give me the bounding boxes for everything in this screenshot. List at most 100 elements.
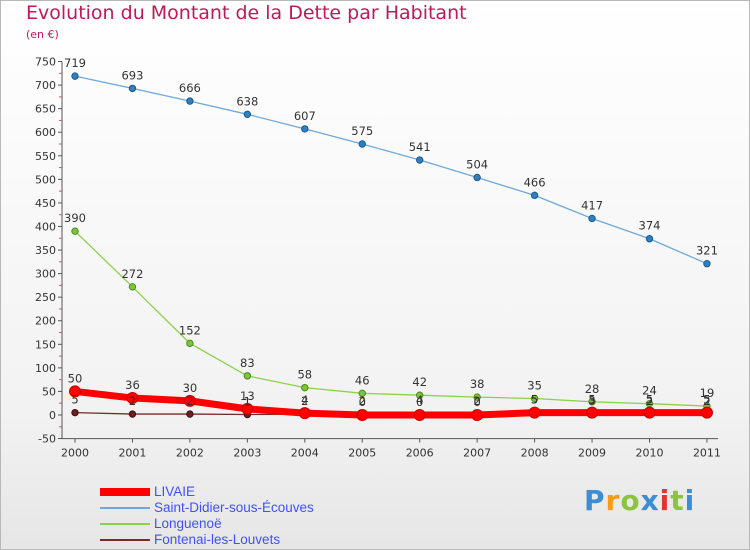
y-tick-label: 750 xyxy=(35,56,56,69)
y-tick-label: 550 xyxy=(35,150,56,163)
data-point xyxy=(128,410,137,418)
data-label: 13 xyxy=(240,389,255,403)
data-label: 2 xyxy=(186,394,193,408)
data-label: 693 xyxy=(121,68,143,82)
data-label: 30 xyxy=(183,381,198,395)
legend-item-livaie[interactable]: LIVAIE xyxy=(100,484,360,500)
data-label: 2 xyxy=(359,394,366,408)
data-point xyxy=(413,409,426,421)
data-label: 466 xyxy=(524,175,546,189)
legend-label-livaie: LIVAIE xyxy=(154,484,196,499)
data-point xyxy=(588,398,596,406)
data-point xyxy=(530,394,539,403)
data-label: 5 xyxy=(531,393,538,407)
legend-label-longuenoe: Longuenoë xyxy=(154,516,222,531)
data-point xyxy=(186,410,194,418)
data-label: 5 xyxy=(531,393,538,407)
y-tick-label: 200 xyxy=(35,315,56,328)
data-point xyxy=(358,389,366,398)
data-label: 390 xyxy=(64,211,86,225)
data-label: 719 xyxy=(64,56,86,70)
x-tick-label: 2010 xyxy=(636,447,664,460)
x-tick-label: 2001 xyxy=(118,447,146,460)
data-label: 2 xyxy=(301,394,308,408)
data-point xyxy=(71,72,79,80)
data-point xyxy=(126,392,139,405)
x-tick-label: 2000 xyxy=(61,447,89,460)
chart-title: Evolution du Montant de la Dette par Hab… xyxy=(26,2,467,24)
data-point xyxy=(128,283,137,291)
data-point xyxy=(301,383,309,392)
y-tick-label: 450 xyxy=(35,197,56,210)
data-point xyxy=(528,406,541,419)
data-label: 0 xyxy=(416,395,423,409)
x-tick-label: 2004 xyxy=(291,447,319,460)
legend-label-saint-didier: Saint-Didier-sous-Écouves xyxy=(154,500,314,515)
series-line xyxy=(71,387,711,419)
y-tick-label: 0 xyxy=(49,409,56,422)
logo-letter: i xyxy=(659,484,671,517)
data-label: 575 xyxy=(351,124,373,138)
data-label: 152 xyxy=(179,323,201,337)
x-tick-label: 2009 xyxy=(578,447,606,460)
data-point xyxy=(703,260,711,268)
data-label: 0 xyxy=(473,395,480,409)
y-tick-label: 500 xyxy=(35,173,56,186)
x-tick-label: 2006 xyxy=(406,447,434,460)
data-point xyxy=(358,140,366,148)
data-point xyxy=(298,407,311,420)
data-label: 4 xyxy=(416,393,423,407)
data-label: 2 xyxy=(473,394,480,408)
data-label: 374 xyxy=(639,219,661,233)
data-label: 272 xyxy=(121,267,143,281)
data-label: 607 xyxy=(294,109,316,123)
legend-swatch-livaie xyxy=(100,488,150,496)
y-tick-label: 700 xyxy=(35,79,56,92)
y-tick-label: 250 xyxy=(35,291,56,304)
data-label: 46 xyxy=(355,373,370,387)
legend-swatch-longuenoe xyxy=(100,523,150,525)
data-point xyxy=(243,110,252,119)
data-point xyxy=(186,97,194,105)
data-point xyxy=(416,391,424,399)
data-label: 83 xyxy=(240,356,255,370)
data-label: 2 xyxy=(129,394,136,408)
legend-item-longuenoe[interactable]: Longuenoë xyxy=(100,516,360,532)
data-label: 1 xyxy=(244,395,251,409)
logo-letter: r xyxy=(605,484,621,517)
logo-letter: x xyxy=(640,484,660,517)
data-point xyxy=(183,394,196,407)
data-point xyxy=(241,402,254,415)
data-label: 0 xyxy=(359,395,366,409)
legend-item-saint-didier[interactable]: Saint-Didier-sous-Écouves xyxy=(100,500,360,516)
data-point xyxy=(356,409,369,421)
data-label: 42 xyxy=(412,375,427,389)
y-tick-label: 350 xyxy=(35,244,56,257)
y-tick-label: 150 xyxy=(35,338,56,351)
series-line xyxy=(74,230,708,407)
y-tick-label: 100 xyxy=(35,362,56,375)
y-tick-label: 300 xyxy=(35,268,56,281)
data-point xyxy=(69,385,81,398)
legend-item-fontenai[interactable]: Fontenai-les-Louvets xyxy=(100,532,360,548)
x-tick-label: 2005 xyxy=(348,447,376,460)
legend-label-fontenai: Fontenai-les-Louvets xyxy=(154,532,281,547)
data-point xyxy=(700,406,713,419)
series-line xyxy=(74,75,708,265)
data-point xyxy=(645,235,654,243)
data-label: 58 xyxy=(297,368,312,382)
data-label: 2 xyxy=(703,394,710,408)
data-point xyxy=(588,214,596,223)
x-tick-label: 2003 xyxy=(233,447,261,460)
data-point xyxy=(643,406,656,419)
data-point xyxy=(301,125,309,133)
y-tick-label: 600 xyxy=(35,126,56,139)
data-point xyxy=(128,84,137,93)
data-label: 35 xyxy=(527,379,542,393)
logo-letter: t xyxy=(670,484,685,517)
legend-swatch-saint-didier xyxy=(100,507,150,509)
y-tick-label: 650 xyxy=(35,103,56,116)
data-label: 417 xyxy=(581,198,603,212)
